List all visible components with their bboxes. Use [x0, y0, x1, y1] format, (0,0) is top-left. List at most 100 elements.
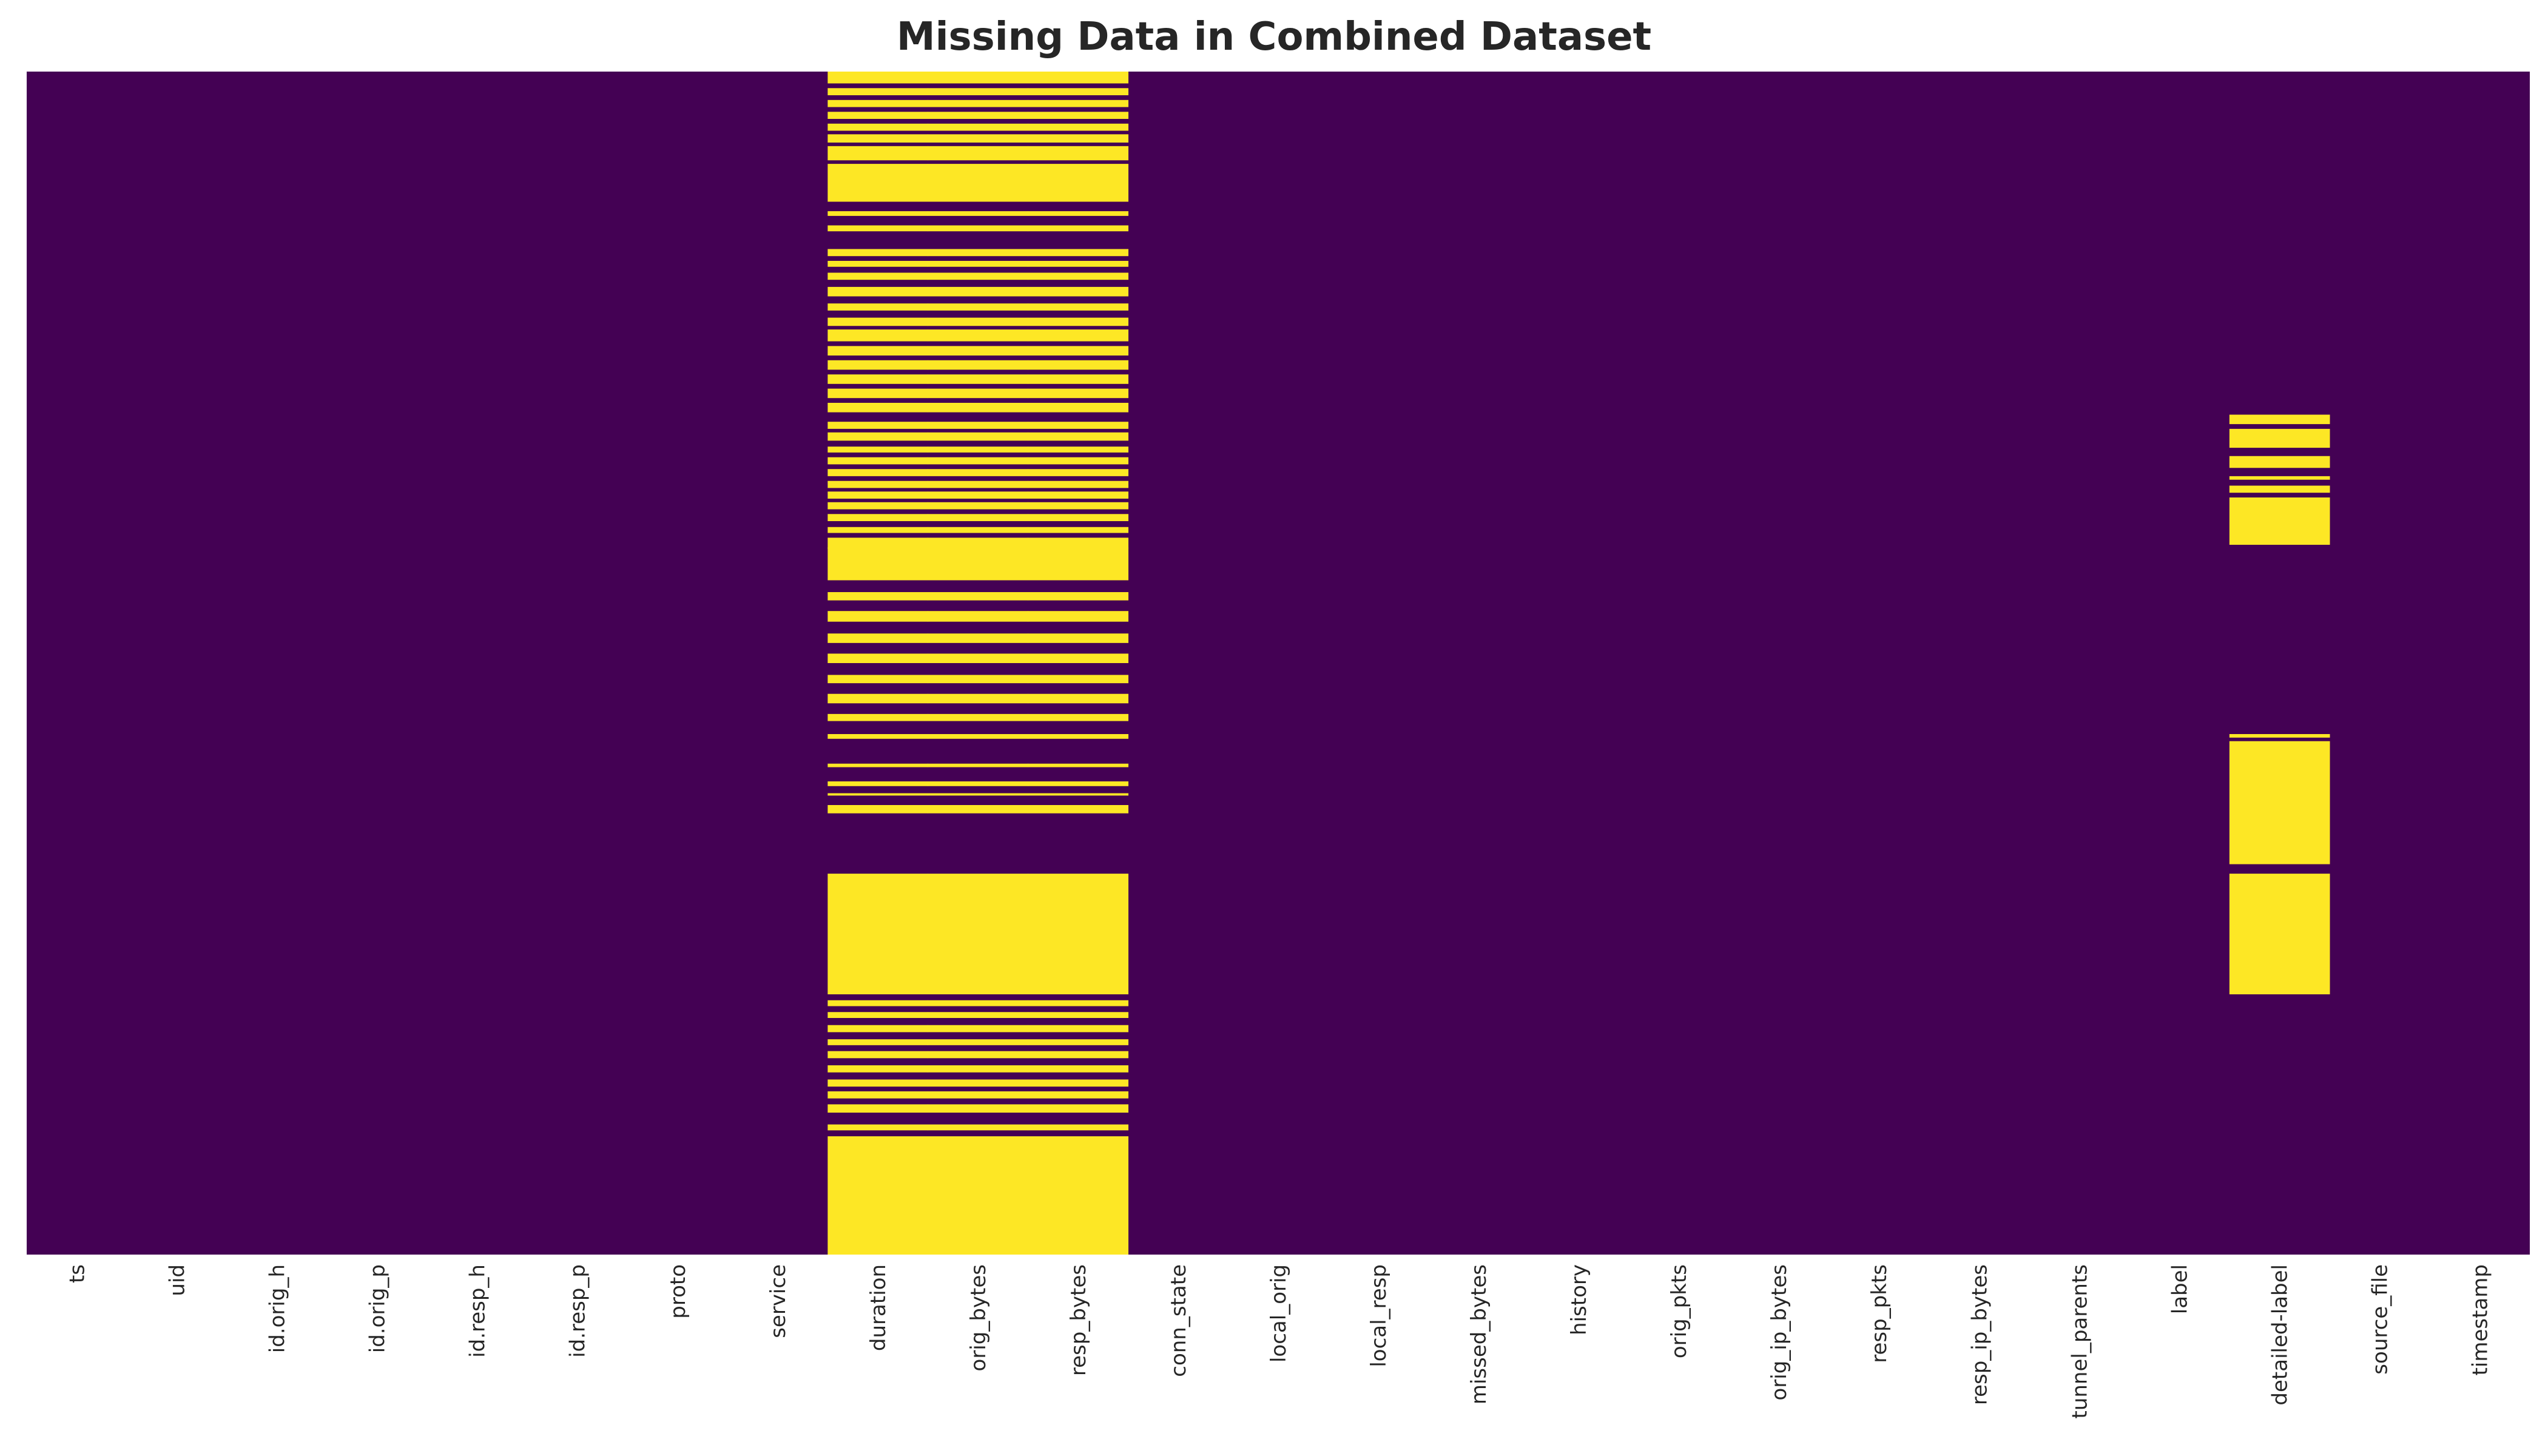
missing-cell-duration	[827, 1104, 928, 1113]
missing-cell-duration	[827, 793, 928, 796]
missing-cell-duration	[827, 538, 928, 545]
missing-cell-duration	[827, 1025, 928, 1033]
missing-cell-orig_bytes	[928, 346, 1028, 356]
missing-cell-resp_bytes	[1028, 1079, 1129, 1087]
x-tick-label: id.orig_p	[366, 1264, 390, 1353]
missing-cell-duration	[827, 112, 928, 119]
missing-cell-orig_bytes	[928, 403, 1028, 413]
missing-cell-orig_bytes	[928, 763, 1028, 767]
x-tick-label: id.orig_h	[266, 1264, 290, 1353]
missing-cell-resp_bytes	[1028, 249, 1129, 257]
missing-cell-resp_bytes	[1028, 99, 1129, 107]
missing-cell-resp_bytes	[1028, 480, 1129, 488]
missing-cell-detailed-label	[2229, 414, 2330, 425]
missing-cell-orig_bytes	[928, 88, 1028, 95]
missing-cell-orig_bytes	[928, 805, 1028, 814]
x-tick-label: resp_ip_bytes	[1967, 1264, 1992, 1405]
missing-cell-duration	[827, 734, 928, 739]
missing-cell-duration	[827, 653, 928, 663]
missing-cell-duration	[827, 514, 928, 521]
x-tick-label: history	[1567, 1264, 1591, 1335]
missing-cell-resp_bytes	[1028, 633, 1129, 643]
missing-cell-resp_bytes	[1028, 1000, 1129, 1006]
missing-cell-duration	[827, 403, 928, 413]
x-tick-label: missed_bytes	[1467, 1264, 1491, 1404]
missing-cell-resp_bytes	[1028, 1051, 1129, 1059]
missing-cell-duration	[827, 211, 928, 216]
missing-cell-orig_bytes	[928, 72, 1028, 84]
missing-cell-duration	[827, 1000, 928, 1006]
x-tick-label: orig_ip_bytes	[1767, 1264, 1791, 1401]
missing-cell-orig_bytes	[928, 1025, 1028, 1033]
missing-cell-orig_bytes	[928, 457, 1028, 465]
missing-cell-orig_bytes	[928, 491, 1028, 499]
missing-cell-duration	[827, 329, 928, 342]
x-tick-label: conn_state	[1167, 1264, 1191, 1377]
missing-cell-orig_bytes	[928, 123, 1028, 131]
missing-cell-duration	[827, 469, 928, 476]
missing-cell-resp_bytes	[1028, 146, 1129, 161]
missing-cell-resp_bytes	[1028, 805, 1129, 814]
missing-cell-detailed-label	[2229, 874, 2330, 994]
missing-cell-orig_bytes	[928, 874, 1028, 994]
missing-cell-resp_bytes	[1028, 1091, 1129, 1099]
missing-cell-resp_bytes	[1028, 88, 1129, 95]
missing-cell-orig_bytes	[928, 633, 1028, 643]
missing-cell-duration	[827, 527, 928, 533]
missing-cell-orig_bytes	[928, 422, 1028, 429]
missing-cell-orig_bytes	[928, 112, 1028, 119]
missing-cell-orig_bytes	[928, 713, 1028, 721]
missing-cell-duration	[827, 502, 928, 510]
x-axis-tick-labels: ts uid id.orig_h id.orig_p id.resp_h id.resp_…	[66, 1264, 2493, 1419]
missing-cell-resp_bytes	[1028, 1065, 1129, 1073]
missing-cell-duration	[827, 675, 928, 684]
missing-cell-orig_bytes	[928, 447, 1028, 453]
missing-cell-orig_bytes	[928, 1136, 1028, 1196]
missing-cell-duration	[827, 1039, 928, 1045]
x-tick-label: orig_bytes	[966, 1264, 991, 1371]
missing-cell-detailed-label	[2229, 456, 2330, 468]
x-tick-label: tunnel_parents	[2068, 1264, 2092, 1419]
missing-cell-orig_bytes	[928, 164, 1028, 202]
missing-cell-resp_bytes	[1028, 763, 1129, 767]
missing-cell-resp_bytes	[1028, 286, 1129, 297]
missing-cell-resp_bytes	[1028, 211, 1129, 216]
missing-cell-resp_bytes	[1028, 164, 1129, 202]
missing-cell-resp_bytes	[1028, 1025, 1129, 1033]
missing-cell-orig_bytes	[928, 261, 1028, 267]
missing-cell-resp_bytes	[1028, 1104, 1129, 1113]
missing-cell-duration	[827, 1079, 928, 1087]
missing-cell-duration	[827, 480, 928, 488]
missing-cell-duration	[827, 1136, 928, 1196]
missing-cell-resp_bytes	[1028, 781, 1129, 786]
missing-cell-duration	[827, 874, 928, 994]
missing-cell-duration	[827, 303, 928, 311]
missing-cell-resp_bytes	[1028, 225, 1129, 232]
missing-cell-resp_bytes	[1028, 1136, 1129, 1196]
chart-title: Missing Data in Combined Dataset	[896, 15, 1652, 59]
missing-cell-orig_bytes	[928, 225, 1028, 232]
missing-cell-duration	[827, 491, 928, 499]
missing-cell-orig_bytes	[928, 1051, 1028, 1059]
missing-cell-orig_bytes	[928, 781, 1028, 786]
x-tick-label: orig_pkts	[1667, 1264, 1691, 1358]
missing-cell-resp_bytes	[1028, 388, 1129, 399]
missing-cell-duration	[827, 611, 928, 622]
missing-cell-orig_bytes	[928, 1039, 1028, 1045]
missing-cell-resp_bytes	[1028, 134, 1129, 143]
missing-cell-orig_bytes	[928, 611, 1028, 622]
missing-cell-orig_bytes	[928, 134, 1028, 143]
x-tick-label: source_file	[2368, 1264, 2392, 1375]
missing-cell-duration	[827, 374, 928, 384]
missing-cell-orig_bytes	[928, 249, 1028, 257]
missing-cell-resp_bytes	[1028, 72, 1129, 84]
missing-cell-resp_bytes	[1028, 713, 1129, 721]
missing-cell-resp_bytes	[1028, 112, 1129, 119]
missing-cell-duration	[827, 388, 928, 399]
missing-cell-duration	[827, 346, 928, 356]
missing-cell-duration	[827, 447, 928, 453]
missing-cell-orig_bytes	[928, 286, 1028, 297]
missing-cell-resp_bytes	[1028, 793, 1129, 796]
missing-cell-resp_bytes	[1028, 611, 1129, 622]
